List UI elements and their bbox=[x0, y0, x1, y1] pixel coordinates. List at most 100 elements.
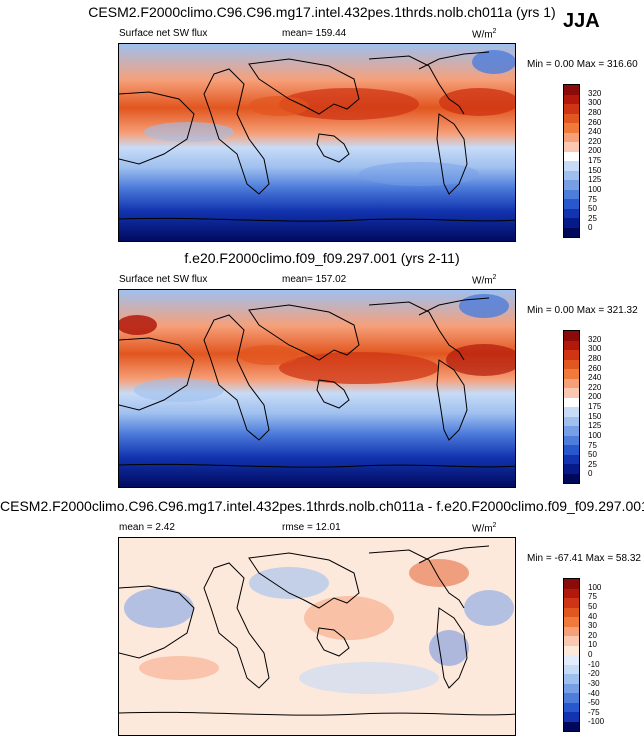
colorbar-tick-label: -75 bbox=[588, 707, 600, 717]
colorbar-segment bbox=[564, 170, 579, 180]
colorbar-tick-label: 320 bbox=[588, 88, 602, 98]
colorbar-tick-label: 125 bbox=[588, 421, 602, 431]
colorbar-segment bbox=[564, 85, 579, 95]
panel-3-coastlines bbox=[119, 545, 515, 716]
colorbar-segment bbox=[564, 598, 579, 608]
colorbar-segment bbox=[564, 721, 579, 731]
colorbar-tick-label: -10 bbox=[588, 659, 600, 669]
colorbar-segment bbox=[564, 702, 579, 712]
colorbar-tick-label: 260 bbox=[588, 117, 602, 127]
colorbar-tick-label: 75 bbox=[588, 440, 597, 450]
panel-2-coastlines bbox=[119, 297, 515, 468]
panel-3-title: CESM2.F2000climo.C96.C96.mg17.intel.432p… bbox=[0, 498, 644, 514]
colorbar-segment bbox=[564, 426, 579, 436]
colorbar-tick-label: 100 bbox=[588, 430, 602, 440]
season-label: JJA bbox=[563, 10, 600, 32]
colorbar-segment bbox=[564, 674, 579, 684]
colorbar-tick-label: 20 bbox=[588, 630, 597, 640]
panel-2-units: W/m2 bbox=[472, 274, 497, 287]
colorbar-tick-label: 240 bbox=[588, 127, 602, 137]
colorbar-tick-label: 0 bbox=[588, 223, 593, 233]
colorbar-segment bbox=[564, 350, 579, 360]
panel-3-units: W/m2 bbox=[472, 522, 497, 535]
colorbar-segment bbox=[564, 693, 579, 703]
colorbar-tick-label: 10 bbox=[588, 640, 597, 650]
colorbar-segment bbox=[564, 454, 579, 464]
panel-2-map bbox=[118, 289, 516, 488]
panel-2-variable: Surface net SW flux bbox=[119, 274, 208, 285]
colorbar-tick-label: 100 bbox=[588, 184, 602, 194]
colorbar-segment bbox=[564, 142, 579, 152]
colorbar-tick-label: 25 bbox=[588, 213, 597, 223]
colorbar-segment bbox=[564, 645, 579, 655]
colorbar-segment bbox=[564, 359, 579, 369]
colorbar-tick-label: 300 bbox=[588, 344, 602, 354]
colorbar-segment bbox=[564, 208, 579, 218]
colorbar-tick-label: 175 bbox=[588, 156, 602, 165]
colorbar-segment bbox=[564, 227, 579, 237]
panel-1-coastlines bbox=[119, 51, 515, 222]
colorbar-tick-label: 50 bbox=[588, 204, 597, 214]
colorbar-tick-label: 260 bbox=[588, 363, 602, 373]
colorbar-tick-label: 50 bbox=[588, 450, 597, 460]
colorbar-tick-label: 150 bbox=[588, 411, 602, 421]
colorbar-segment bbox=[564, 378, 579, 388]
colorbar-tick-label: 175 bbox=[588, 402, 602, 411]
colorbar-tick-label: 320 bbox=[588, 334, 602, 344]
panel-1-map bbox=[118, 43, 516, 242]
colorbar-segment bbox=[564, 189, 579, 199]
panel-1-colorbar bbox=[563, 84, 580, 238]
colorbar-segment bbox=[564, 180, 579, 190]
colorbar-tick-label: 100 bbox=[588, 582, 602, 592]
panel-2-title: f.e20.F2000climo.f09_f09.297.001 (yrs 2-… bbox=[184, 250, 460, 266]
panel-3-minmax: Min = -67.41 Max = 58.32 bbox=[527, 553, 641, 564]
colorbar-tick-label: 25 bbox=[588, 459, 597, 469]
colorbar-segment bbox=[564, 712, 579, 722]
colorbar-tick-label: 75 bbox=[588, 194, 597, 204]
colorbar-segment bbox=[564, 388, 579, 398]
colorbar-segment bbox=[564, 473, 579, 483]
colorbar-segment bbox=[564, 94, 579, 104]
colorbar-segment bbox=[564, 636, 579, 646]
colorbar-segment bbox=[564, 664, 579, 674]
colorbar-tick-label: 150 bbox=[588, 165, 602, 175]
colorbar-tick-label: 280 bbox=[588, 107, 602, 117]
colorbar-segment bbox=[564, 607, 579, 617]
panel-2-colorbar bbox=[563, 330, 580, 484]
colorbar-tick-label: 280 bbox=[588, 353, 602, 363]
panel-2-minmax: Min = 0.00 Max = 321.32 bbox=[527, 305, 638, 316]
panel-1-units: W/m2 bbox=[472, 28, 497, 41]
colorbar-segment bbox=[564, 579, 579, 589]
colorbar-segment bbox=[564, 464, 579, 474]
colorbar-segment bbox=[564, 407, 579, 417]
panel-1-mean: mean= 159.44 bbox=[282, 28, 347, 39]
colorbar-tick-label: 0 bbox=[588, 469, 593, 479]
panel-1-title: CESM2.F2000climo.C96.C96.mg17.intel.432p… bbox=[88, 4, 556, 20]
colorbar-segment bbox=[564, 416, 579, 426]
colorbar-segment bbox=[564, 683, 579, 693]
colorbar-segment bbox=[564, 199, 579, 209]
colorbar-segment bbox=[564, 655, 579, 665]
colorbar-tick-label: 50 bbox=[588, 601, 597, 611]
colorbar-tick-label: -20 bbox=[588, 669, 600, 679]
colorbar-tick-label: 300 bbox=[588, 98, 602, 108]
colorbar-segment bbox=[564, 218, 579, 228]
colorbar-segment bbox=[564, 104, 579, 114]
panel-1-variable: Surface net SW flux bbox=[119, 28, 208, 39]
colorbar-tick-label: 240 bbox=[588, 373, 602, 383]
colorbar-tick-label: 200 bbox=[588, 392, 602, 402]
colorbar-segment bbox=[564, 397, 579, 407]
colorbar-tick-label: -30 bbox=[588, 678, 600, 688]
panel-3-mean: mean = 2.42 bbox=[119, 522, 175, 533]
colorbar-tick-label: 75 bbox=[588, 592, 597, 602]
colorbar-segment bbox=[564, 123, 579, 133]
colorbar-segment bbox=[564, 132, 579, 142]
colorbar-segment bbox=[564, 369, 579, 379]
colorbar-tick-label: 40 bbox=[588, 611, 597, 621]
panel-3-rmse: rmse = 12.01 bbox=[282, 522, 341, 533]
colorbar-segment bbox=[564, 435, 579, 445]
colorbar-tick-label: -50 bbox=[588, 698, 600, 708]
panel-2-mean: mean= 157.02 bbox=[282, 274, 347, 285]
colorbar-segment bbox=[564, 617, 579, 627]
panel-3-colorbar bbox=[563, 578, 580, 732]
